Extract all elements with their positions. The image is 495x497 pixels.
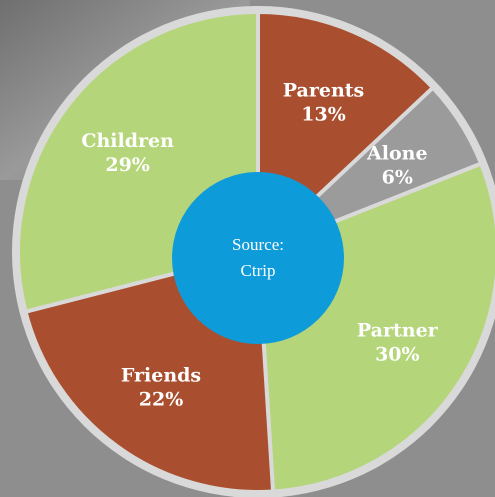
value-label: 22% [139,388,184,410]
category-label: Children [81,130,174,152]
center-circle [172,172,344,344]
category-label: Parents [283,80,364,102]
value-label: 6% [382,167,413,189]
slice-label: Parents 13% [283,80,364,126]
value-label: 13% [301,104,346,126]
annotation: Source: [232,235,284,254]
category-label: Friends [121,364,201,386]
category-label: Alone [366,143,428,165]
labels: Parents 13%Alone 6%Partner 30%Friends 22%Chi… [81,80,438,411]
value-label: 29% [105,154,150,176]
slice-label: Children 29% [81,130,174,176]
slice-label: Partner 30% [357,319,439,365]
value-label: 30% [375,343,420,365]
category-label: Partner [357,319,439,341]
slice-label: Alone 6% [366,143,428,189]
slice-label: Friends 22% [121,364,201,410]
annotation: Ctrip [241,261,276,280]
